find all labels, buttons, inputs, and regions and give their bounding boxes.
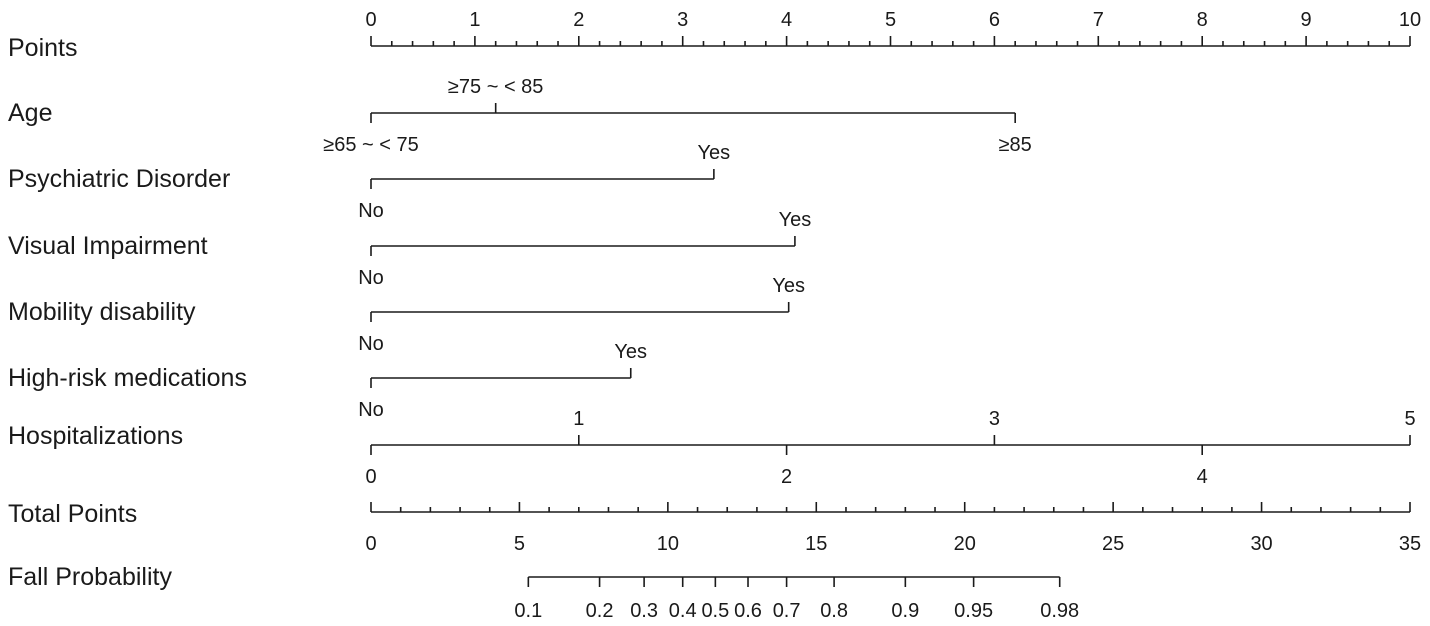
variable-label: Mobility disability <box>8 298 196 326</box>
points-tick-label: 10 <box>1399 9 1421 31</box>
probability-tick-label: 0.95 <box>954 600 993 622</box>
probability-tick-label: 0.3 <box>630 600 658 622</box>
total-points-tick-label: 20 <box>954 533 976 555</box>
level-label: 5 <box>1404 408 1415 430</box>
level-label: 3 <box>989 408 1000 430</box>
points-tick-label: 5 <box>885 9 896 31</box>
level-label: 0 <box>365 466 376 488</box>
total-points-tick-label: 5 <box>514 533 525 555</box>
probability-tick-label: 0.98 <box>1040 600 1079 622</box>
points-tick-label: 1 <box>469 9 480 31</box>
points-tick-label: 8 <box>1197 9 1208 31</box>
level-label: 2 <box>781 466 792 488</box>
probability-tick-label: 0.1 <box>514 600 542 622</box>
points-tick-label: 7 <box>1093 9 1104 31</box>
probability-row-label: Fall Probability <box>8 563 172 591</box>
probability-tick-label: 0.5 <box>701 600 729 622</box>
variable-label: Psychiatric Disorder <box>8 165 230 193</box>
variable-label: Age <box>8 99 52 127</box>
points-tick-label: 9 <box>1301 9 1312 31</box>
total-points-row-label: Total Points <box>8 500 137 528</box>
total-points-tick-label: 0 <box>365 533 376 555</box>
total-points-tick-label: 30 <box>1250 533 1272 555</box>
points-tick-label: 4 <box>781 9 792 31</box>
probability-tick-label: 0.6 <box>734 600 762 622</box>
level-label: No <box>358 399 384 421</box>
variable-label: Hospitalizations <box>8 422 183 450</box>
level-label: Yes <box>614 341 647 363</box>
level-label: Yes <box>772 275 805 297</box>
variable-label: Visual Impairment <box>8 232 208 260</box>
probability-tick-label: 0.4 <box>669 600 697 622</box>
total-points-tick-label: 15 <box>805 533 827 555</box>
points-tick-label: 6 <box>989 9 1000 31</box>
level-label: ≥75 ~ < 85 <box>448 76 544 98</box>
level-label: 1 <box>573 408 584 430</box>
points-row-label: Points <box>8 34 77 62</box>
level-label: No <box>358 200 384 222</box>
level-label: Yes <box>779 209 812 231</box>
probability-tick-label: 0.9 <box>891 600 919 622</box>
points-tick-label: 0 <box>365 9 376 31</box>
points-tick-label: 2 <box>573 9 584 31</box>
total-points-tick-label: 10 <box>657 533 679 555</box>
total-points-tick-label: 25 <box>1102 533 1124 555</box>
level-label: ≥85 <box>999 134 1032 156</box>
level-label: 4 <box>1197 466 1208 488</box>
level-label: No <box>358 333 384 355</box>
level-label: ≥65 ~ < 75 <box>323 134 419 156</box>
probability-tick-label: 0.2 <box>586 600 614 622</box>
variable-label: High-risk medications <box>8 364 247 392</box>
level-label: No <box>358 267 384 289</box>
probability-tick-label: 0.7 <box>773 600 801 622</box>
points-tick-label: 3 <box>677 9 688 31</box>
probability-tick-label: 0.8 <box>820 600 848 622</box>
total-points-tick-label: 35 <box>1399 533 1421 555</box>
level-label: Yes <box>698 142 731 164</box>
